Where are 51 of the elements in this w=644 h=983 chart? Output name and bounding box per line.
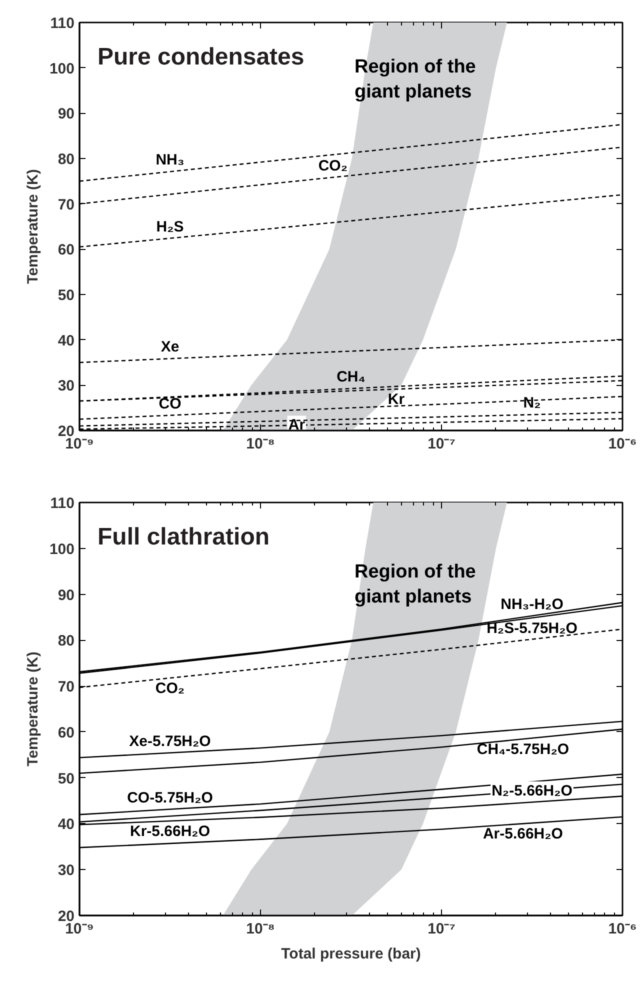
y-tick-label: 60 xyxy=(58,724,75,742)
y-tick-label: 80 xyxy=(58,632,75,650)
x-tick-label: 10⁻⁹ xyxy=(65,436,94,452)
series-label: NH₃ xyxy=(156,152,184,169)
y-tick-label: 110 xyxy=(50,15,75,32)
annotation: Region of the giant planets xyxy=(354,561,476,608)
y-tick-label: 70 xyxy=(58,196,75,214)
y-tick-label: 30 xyxy=(58,862,75,880)
series-label: Ar xyxy=(288,416,306,434)
series-label: H₂S xyxy=(156,218,184,236)
y-tick-label: 30 xyxy=(58,378,75,395)
y-tick-label: 110 xyxy=(50,495,75,512)
y-tick-label: 100 xyxy=(49,60,75,78)
y-tick-label: 40 xyxy=(58,816,75,834)
series-label: CO xyxy=(158,395,182,412)
series-label: N₂-5.66H₂O xyxy=(492,782,573,800)
series-label: N₂ xyxy=(523,394,541,412)
series-label: CO-5.75H₂O xyxy=(127,789,214,806)
y-tick-label: 80 xyxy=(58,151,75,168)
x-tick-label: 10⁻⁸ xyxy=(246,920,275,938)
y-tick-label: 90 xyxy=(58,106,75,123)
series-label: CO₂ xyxy=(318,157,348,174)
y-axis-title: Temperature (K) xyxy=(24,652,42,766)
series-label: Xe xyxy=(160,338,180,356)
x-tick-label: 10⁻⁹ xyxy=(65,920,94,938)
text: Full clathration xyxy=(98,524,270,550)
y-tick-label: 90 xyxy=(58,586,75,604)
y-tick-label: 60 xyxy=(58,242,75,259)
series-label: CO₂ xyxy=(155,680,185,698)
annotation: Region of the giant planets xyxy=(354,56,476,102)
x-axis-title: Total pressure (bar) xyxy=(281,946,421,962)
y-tick-label: 50 xyxy=(58,287,75,304)
series-label: Ar-5.66H₂O xyxy=(482,826,564,843)
y-tick-label: 70 xyxy=(58,678,75,696)
y-tick-label: 100 xyxy=(49,540,75,558)
series-label: Kr xyxy=(388,391,405,408)
x-tick-label: 10⁻⁷ xyxy=(428,920,456,938)
y-tick-label: 50 xyxy=(58,770,75,788)
series-label: CH₄-5.75H₂O xyxy=(476,741,570,758)
series-label: NH₃-H₂O xyxy=(500,596,564,613)
series-label: Kr-5.66H₂O xyxy=(130,822,210,840)
series-label: Xe-5.75H₂O xyxy=(129,732,212,750)
y-axis-title: Temperature (K) xyxy=(24,169,42,284)
text: Pure condensates xyxy=(98,44,304,70)
x-tick-label: 10⁻⁸ xyxy=(246,436,275,452)
x-tick-label: 10⁻⁷ xyxy=(428,436,456,452)
y-tick-label: 40 xyxy=(58,332,75,350)
x-tick-label: 10⁻⁶ xyxy=(608,436,637,452)
series-label: CH₄ xyxy=(336,368,366,386)
series-label: H₂S-5.75H₂O xyxy=(486,620,578,637)
x-tick-label: 10⁻⁶ xyxy=(608,920,637,938)
